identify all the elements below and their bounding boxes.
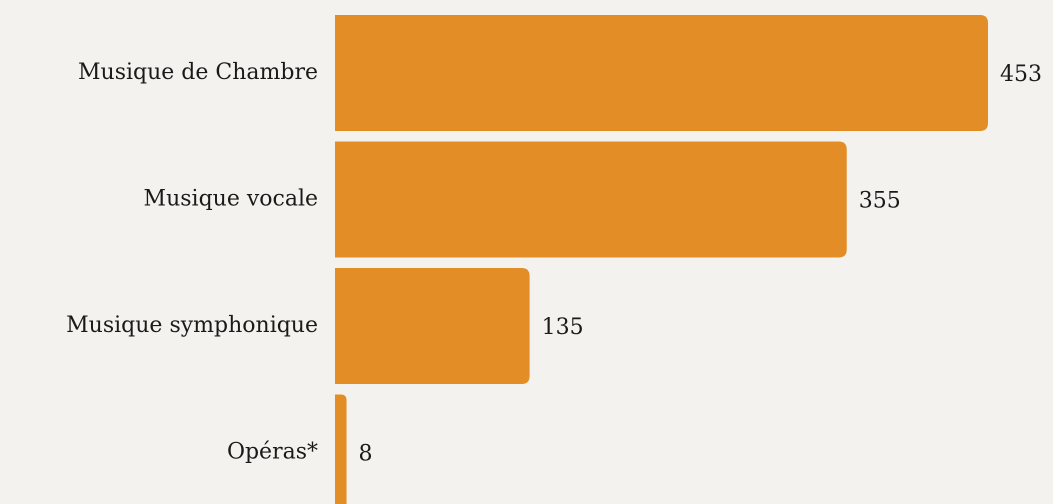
category-label: Musique de Chambre — [78, 60, 318, 85]
category-label: Musique symphonique — [66, 313, 318, 338]
bar — [335, 268, 530, 384]
bar — [335, 141, 847, 258]
category-label: Musique vocale — [144, 187, 318, 212]
value-label: 135 — [542, 315, 584, 340]
category-label: Opéras* — [227, 440, 318, 465]
value-label: 355 — [859, 189, 901, 214]
value-label: 8 — [359, 442, 373, 467]
bar — [335, 15, 988, 131]
bar — [335, 394, 347, 504]
value-label: 453 — [1000, 62, 1042, 87]
